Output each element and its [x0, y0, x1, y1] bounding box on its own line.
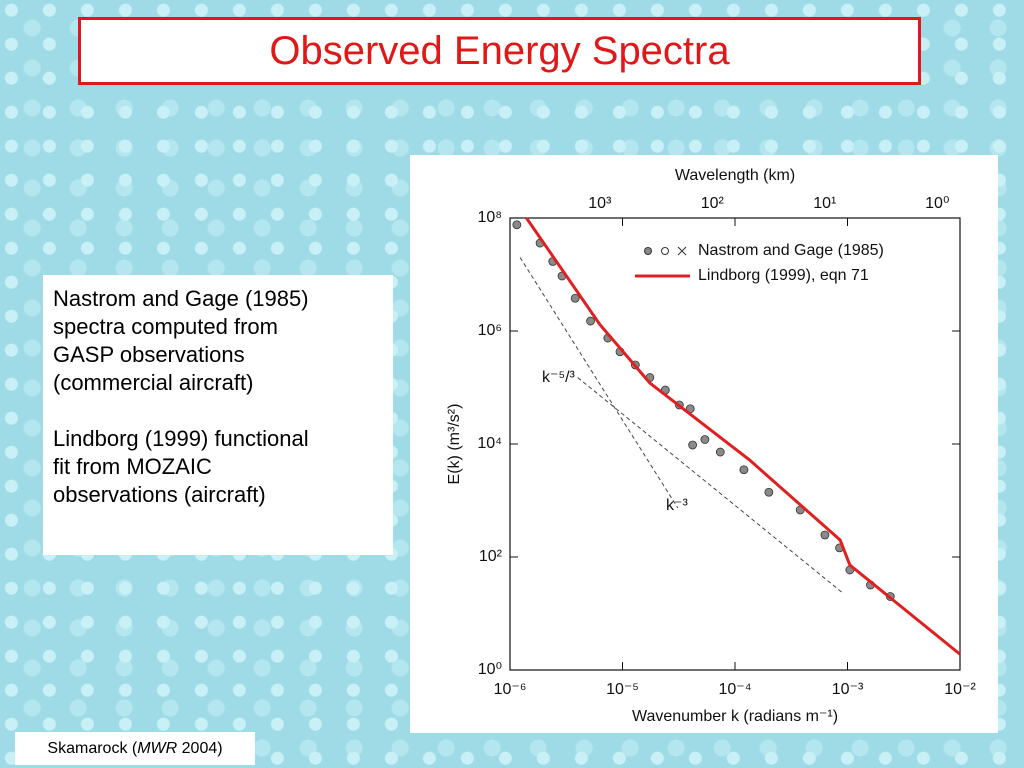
text-line: Nastrom and Gage (1985)	[53, 286, 309, 311]
x-tick-label: 10⁻⁴	[718, 681, 751, 698]
chart-background	[410, 155, 998, 733]
footnote-journal: MWR	[137, 740, 178, 757]
data-point	[820, 530, 830, 540]
data-point	[700, 435, 710, 444]
paragraph: Lindborg (1999) functional fit from MOZAI…	[53, 425, 383, 509]
text-line: observations (aircraft)	[53, 482, 266, 507]
data-point	[512, 220, 522, 230]
x2-tick-label: 10²	[701, 195, 725, 212]
y-tick-label: 10⁴	[477, 435, 502, 452]
x-tick-label: 10⁻²	[944, 681, 976, 698]
legend-label: Nastrom and Gage (1985)	[698, 242, 884, 259]
annotation: k⁻³	[666, 497, 688, 514]
x-axis-label: Wavenumber k (radians m⁻¹)	[632, 708, 838, 725]
footnote-year: 2004)	[177, 740, 223, 757]
text-line: fit from MOZAIC	[53, 454, 212, 479]
text-line: (commercial aircraft)	[53, 370, 254, 395]
x2-axis-label: Wavelength (km)	[675, 167, 795, 184]
text-line: Lindborg (1999) functional	[53, 426, 309, 451]
x2-tick-label: 10³	[588, 195, 612, 212]
legend-label: Lindborg (1999), eqn 71	[698, 267, 869, 284]
annotation: k⁻⁵/³	[542, 369, 576, 386]
y-tick-label: 10⁰	[478, 661, 502, 678]
data-point	[739, 465, 749, 475]
data-point	[570, 293, 580, 303]
paragraph: Nastrom and Gage (1985) spectra computed …	[53, 285, 383, 397]
text-line: spectra computed from	[53, 314, 278, 339]
y-tick-label: 10²	[479, 548, 503, 565]
text-line: GASP observations	[53, 342, 245, 367]
x2-tick-label: 10¹	[813, 195, 836, 212]
footnote: Skamarock (MWR 2004)	[15, 732, 255, 765]
chart: 10⁻⁶ 10⁻⁵ 10⁻⁴ 10⁻³ 10⁻² 10⁰ 10² 10⁴ 10⁶ 10⁸ 10³ 10…	[410, 155, 998, 733]
x-tick-label: 10⁻³	[832, 681, 864, 698]
y-tick-label: 10⁶	[478, 322, 502, 339]
data-point	[688, 440, 698, 450]
footnote-author: Skamarock (	[47, 740, 138, 757]
text-box: Nastrom and Gage (1985) spectra computed …	[43, 275, 393, 555]
x2-tick-label: 10⁰	[925, 195, 949, 212]
data-point	[715, 447, 725, 457]
legend-marker	[644, 247, 652, 255]
fit-line	[525, 217, 961, 656]
y-axis-label: E(k) (m³/s²)	[446, 404, 463, 485]
reference-line	[519, 257, 679, 509]
x-tick-label: 10⁻⁵	[606, 681, 639, 698]
x-tick-label: 10⁻⁶	[494, 681, 527, 698]
legend-marker	[677, 246, 687, 256]
legend-marker	[661, 247, 669, 255]
slide-title: Observed Energy Spectra	[78, 17, 921, 85]
data-point	[586, 316, 595, 326]
reference-line	[577, 377, 844, 594]
y-tick-label: 10⁸	[477, 209, 502, 226]
data-point	[764, 487, 774, 497]
